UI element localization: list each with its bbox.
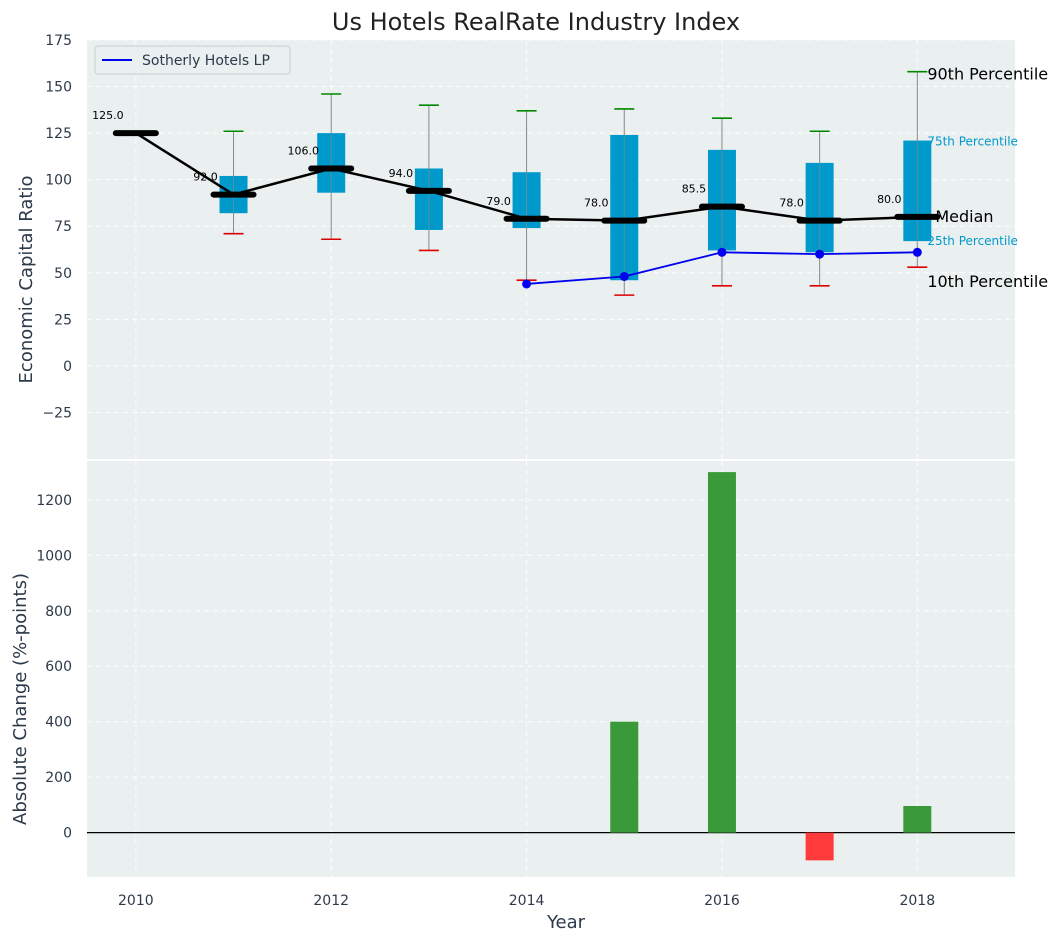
boxplot-2018: 80.0 bbox=[877, 70, 941, 268]
x-axis-label: Year bbox=[546, 912, 586, 933]
x-tick-label: 2010 bbox=[118, 893, 154, 909]
median-value-label: 125.0 bbox=[92, 109, 124, 122]
company-series-point bbox=[619, 272, 629, 282]
bottom-y-tick-label: 400 bbox=[45, 715, 72, 731]
bottom-y-tick-label: 1200 bbox=[36, 493, 72, 509]
top-y-tick-label: 125 bbox=[45, 126, 72, 142]
median-value-label: 79.0 bbox=[486, 195, 511, 208]
median-value-label: 80.0 bbox=[877, 193, 902, 206]
median-value-label: 78.0 bbox=[779, 197, 804, 210]
median-trend bbox=[135, 132, 918, 222]
annotation-75th: 75th Percentile bbox=[927, 135, 1018, 149]
x-tick-label: 2018 bbox=[899, 893, 935, 909]
bottom-y-axis: 0 200 400 600 800 1000 1200 bbox=[36, 493, 72, 842]
bottom-y-axis-label: Absolute Change (%-points) bbox=[10, 573, 31, 825]
median-trend-line bbox=[135, 132, 918, 222]
boxplot-2012: 106.0 bbox=[287, 93, 355, 241]
annotation-90th: 90th Percentile bbox=[927, 65, 1048, 84]
top-y-axis: −25 0 25 50 75 100 125 150 175 bbox=[42, 33, 72, 421]
company-series-point bbox=[522, 279, 532, 289]
company-series bbox=[522, 247, 922, 289]
x-axis: 2010 2012 2014 2016 2018 bbox=[118, 893, 935, 909]
median-value-label: 85.5 bbox=[682, 183, 707, 196]
top-y-tick-label: 175 bbox=[45, 33, 72, 49]
bottom-y-tick-label: 600 bbox=[45, 659, 72, 675]
company-series-point bbox=[717, 247, 727, 257]
annotation-median: Median bbox=[935, 207, 993, 226]
legend-entry-sotherly: Sotherly Hotels LP bbox=[142, 53, 270, 69]
legend-frame bbox=[94, 45, 291, 75]
boxplot-2016: 85.5 bbox=[682, 117, 745, 287]
boxplot-2017: 78.0 bbox=[779, 130, 843, 287]
top-plot-background bbox=[87, 40, 1015, 459]
annotation-25th: 25th Percentile bbox=[927, 234, 1018, 248]
top-y-tick-label: 75 bbox=[54, 219, 72, 235]
top-y-tick-label: 50 bbox=[54, 266, 72, 282]
change-bars bbox=[610, 472, 932, 861]
percentile-annotations: 90th Percentile 75th Percentile Median 25th… bbox=[927, 65, 1048, 292]
change-bar-2017 bbox=[805, 832, 834, 861]
median-value-label: 78.0 bbox=[584, 197, 609, 210]
x-tick-label: 2016 bbox=[704, 893, 740, 909]
top-y-axis-label: Economic Capital Ratio bbox=[16, 176, 37, 384]
top-y-tick-label: 100 bbox=[45, 173, 72, 189]
bottom-y-tick-label: 200 bbox=[45, 770, 72, 786]
annotation-10th: 10th Percentile bbox=[927, 272, 1048, 291]
change-bar-2018 bbox=[903, 806, 932, 833]
top-y-tick-label: −25 bbox=[42, 405, 72, 421]
x-tick-label: 2012 bbox=[313, 893, 349, 909]
change-bar-2015 bbox=[610, 721, 639, 833]
top-gridlines bbox=[87, 39, 1015, 459]
chart-title: Us Hotels RealRate Industry Index bbox=[332, 8, 740, 36]
company-series-point bbox=[912, 247, 922, 257]
legend[interactable]: Sotherly Hotels LP bbox=[94, 45, 291, 75]
x-tick-label: 2014 bbox=[509, 893, 545, 909]
top-y-tick-label: 150 bbox=[45, 80, 72, 96]
bottom-gridlines bbox=[87, 461, 1015, 877]
top-y-tick-label: 25 bbox=[54, 312, 72, 328]
bottom-y-tick-label: 0 bbox=[63, 826, 72, 842]
change-bar-2016 bbox=[707, 472, 736, 833]
bottom-y-tick-label: 1000 bbox=[36, 548, 72, 564]
median-value-label: 94.0 bbox=[389, 167, 414, 180]
bottom-y-tick-label: 800 bbox=[45, 604, 72, 620]
top-y-tick-label: 0 bbox=[63, 359, 72, 375]
company-series-point bbox=[815, 249, 825, 259]
bottom-plot-background bbox=[87, 461, 1015, 877]
median-value-label: 106.0 bbox=[287, 144, 319, 157]
